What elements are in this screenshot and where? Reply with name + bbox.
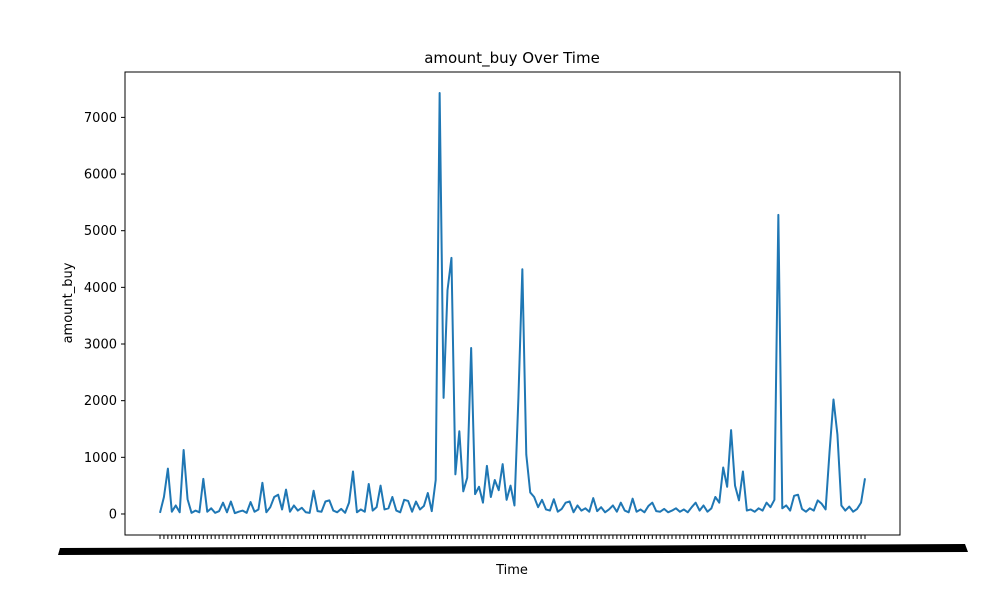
y-tick-label: 2000 xyxy=(84,394,117,409)
x-tick-label-overlap xyxy=(58,544,968,555)
x-axis-label: Time xyxy=(495,563,528,578)
lines xyxy=(159,92,866,515)
plot-area xyxy=(125,72,900,535)
y-tick-label: 4000 xyxy=(84,281,117,296)
y-tick-label: 3000 xyxy=(84,338,117,353)
chart-title: amount_buy Over Time xyxy=(424,49,600,68)
y-tick-label: 1000 xyxy=(84,451,117,466)
axes-frame xyxy=(124,71,901,536)
ticks xyxy=(121,116,866,539)
data-line xyxy=(159,92,866,515)
y-tick-label: 0 xyxy=(109,507,117,522)
y-axis-label: amount_buy xyxy=(61,262,76,343)
y-tick-label: 6000 xyxy=(84,168,117,183)
y-tick-label: 7000 xyxy=(84,111,117,126)
y-tick-label: 5000 xyxy=(84,224,117,239)
